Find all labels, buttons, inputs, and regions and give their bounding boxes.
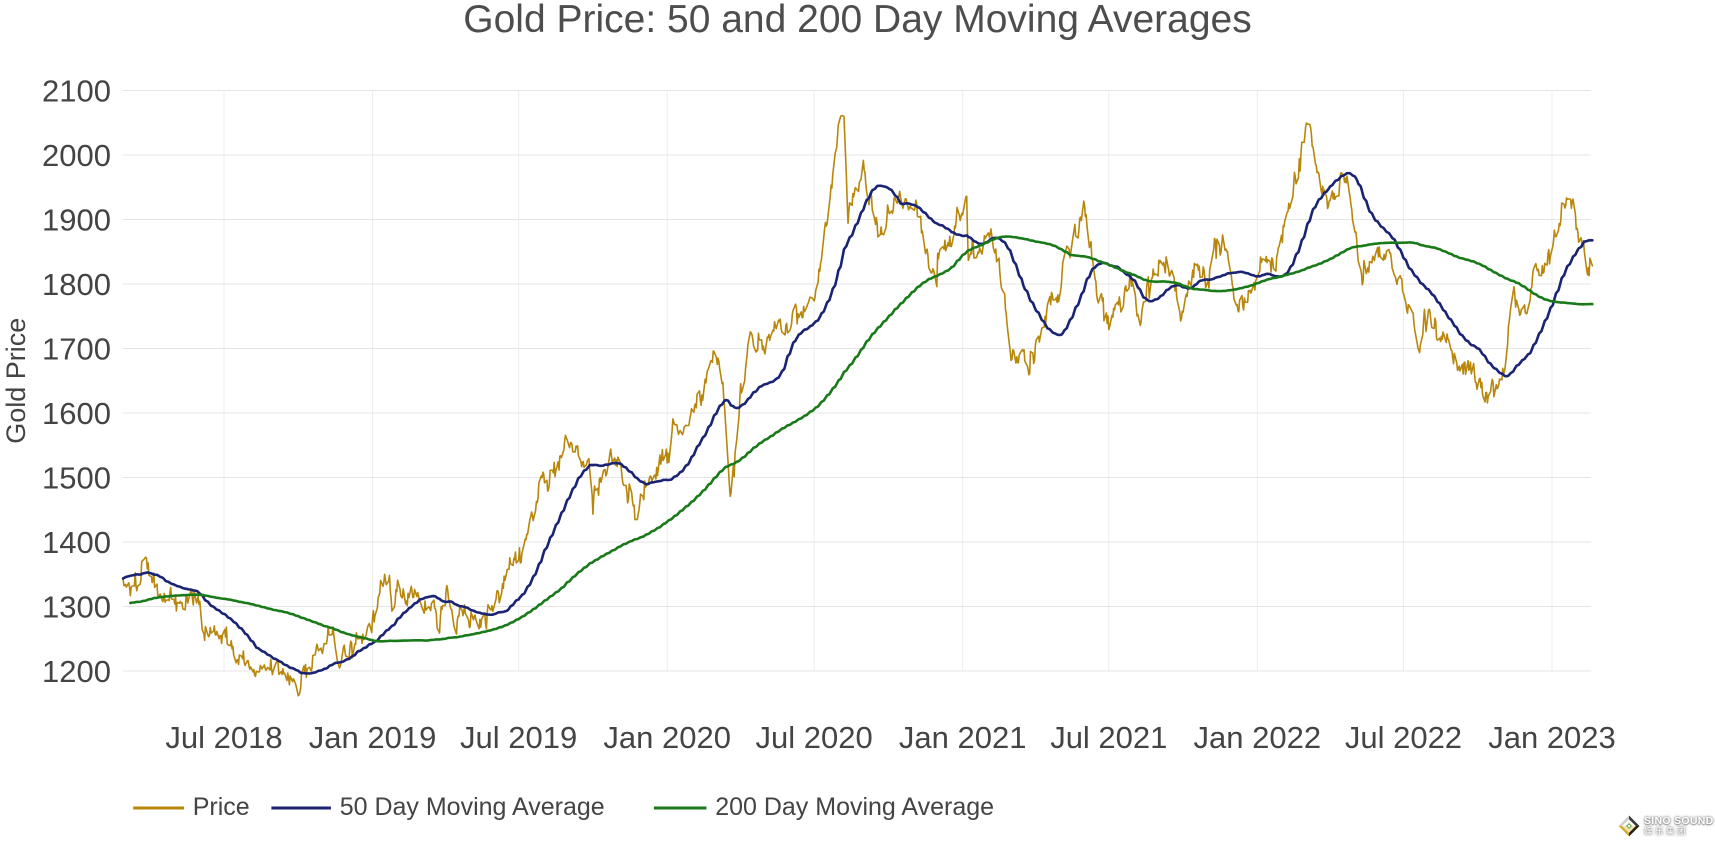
svg-text:Price: Price xyxy=(193,793,250,821)
svg-text:Jul 2021: Jul 2021 xyxy=(1050,720,1167,755)
svg-text:Jul 2018: Jul 2018 xyxy=(165,720,282,755)
svg-text:1600: 1600 xyxy=(42,396,111,431)
svg-text:Jan 2022: Jan 2022 xyxy=(1194,720,1322,755)
svg-text:Gold Price: Gold Price xyxy=(1,318,31,444)
svg-text:1900: 1900 xyxy=(42,203,111,238)
svg-text:Jul 2019: Jul 2019 xyxy=(460,720,577,755)
svg-text:Jan 2023: Jan 2023 xyxy=(1488,720,1616,755)
svg-text:50 Day Moving Average: 50 Day Moving Average xyxy=(340,793,605,821)
svg-text:1300: 1300 xyxy=(42,590,111,625)
svg-text:Jul 2022: Jul 2022 xyxy=(1345,720,1462,755)
svg-text:1500: 1500 xyxy=(42,461,111,496)
svg-text:Jan 2019: Jan 2019 xyxy=(309,720,437,755)
svg-text:2000: 2000 xyxy=(42,138,111,173)
svg-text:200 Day Moving Average: 200 Day Moving Average xyxy=(715,793,994,821)
svg-text:Jan 2020: Jan 2020 xyxy=(603,720,731,755)
svg-text:1200: 1200 xyxy=(42,654,111,689)
svg-text:1400: 1400 xyxy=(42,525,111,560)
svg-text:Jan 2021: Jan 2021 xyxy=(899,720,1027,755)
svg-text:1700: 1700 xyxy=(42,332,111,367)
svg-text:1800: 1800 xyxy=(42,267,111,302)
svg-text:2100: 2100 xyxy=(42,74,111,109)
svg-text:Jul 2020: Jul 2020 xyxy=(756,720,873,755)
